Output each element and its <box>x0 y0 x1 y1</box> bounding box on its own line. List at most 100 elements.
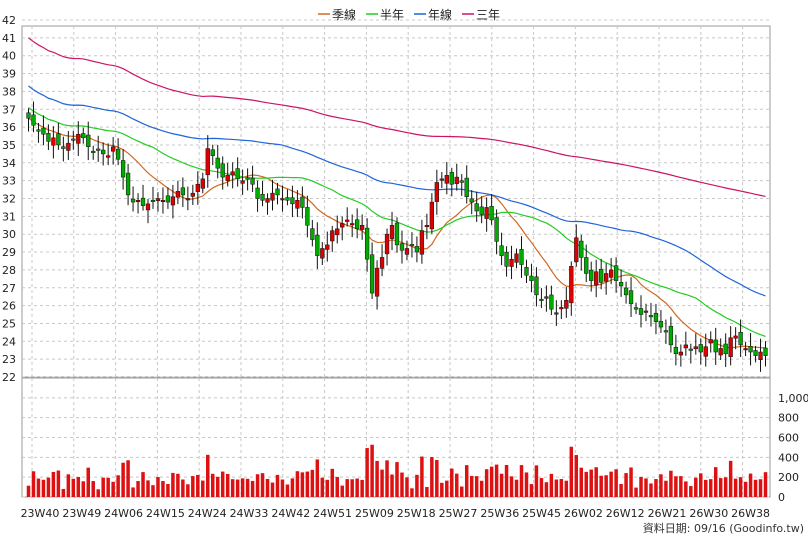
candle-body <box>464 177 469 197</box>
x-tick-label: 24W24 <box>188 507 227 520</box>
volume-bar <box>763 472 768 497</box>
volume-bar <box>121 462 125 497</box>
candle-body <box>623 287 629 296</box>
candle-body <box>499 245 504 256</box>
volume-bar <box>410 488 414 497</box>
price-tick-label: 24 <box>2 335 16 348</box>
candlesticks <box>26 101 768 372</box>
volume-bar <box>56 470 61 497</box>
volume-bar <box>494 464 499 497</box>
volume-bar <box>116 475 120 497</box>
candle-body <box>484 207 489 219</box>
volume-bar <box>589 469 593 497</box>
price-tick-label: 30 <box>2 228 16 241</box>
volume-bar <box>539 478 544 497</box>
volume-bar <box>694 477 698 497</box>
candle-body <box>335 228 340 236</box>
volume-bar <box>599 475 603 497</box>
volume-bar <box>330 468 335 497</box>
volume-bar <box>385 460 389 497</box>
volume-bar <box>738 477 743 497</box>
candle-body <box>618 282 624 287</box>
candle-body <box>250 177 255 185</box>
volume-bar <box>435 459 439 497</box>
volume-bar <box>225 473 230 497</box>
volume-bar <box>489 466 494 497</box>
price-axis-ticks: 22 23 24 25 26 27 28 29 30 31 32 33 34 35 36 37 38 39 40 41… <box>2 14 16 384</box>
candle-body <box>260 193 265 201</box>
volume-bar <box>36 478 41 497</box>
candle-body <box>613 265 619 281</box>
candle-body <box>733 335 738 339</box>
volume-bar <box>395 462 399 497</box>
candle-body <box>693 346 698 350</box>
volume-bar <box>136 481 140 497</box>
candle-body <box>424 225 430 228</box>
volume-bar <box>146 480 150 497</box>
candle-body <box>628 290 634 305</box>
candle-body <box>240 180 245 184</box>
candle-body <box>170 196 176 206</box>
price-tick-label: 40 <box>2 50 16 63</box>
candle-body <box>270 192 275 201</box>
candle-body <box>638 308 644 315</box>
volume-bar <box>131 487 135 497</box>
candle-body <box>364 227 370 260</box>
volume-bar <box>285 484 290 497</box>
footer-source-date: 資料日期: 09/16 (Goodinfo.tw) <box>643 521 804 535</box>
volume-bar <box>305 471 310 497</box>
candle-body <box>210 149 215 156</box>
volume-bar <box>733 478 738 497</box>
candle-body <box>524 267 529 276</box>
volume-bar <box>325 479 330 497</box>
volume-bar <box>260 473 265 497</box>
legend: 季線 半年 年線 三年 <box>318 7 500 22</box>
x-tick-label: 24W33 <box>230 507 269 520</box>
candle-body <box>688 348 693 351</box>
volume-bar <box>295 471 300 497</box>
candle-body <box>150 199 156 202</box>
candle-body <box>66 142 71 151</box>
volume-bar <box>459 486 464 497</box>
volume-bar <box>300 472 305 497</box>
volume-bar <box>290 478 295 497</box>
volume-bar <box>201 480 205 497</box>
candle-body <box>56 133 61 146</box>
candle-body <box>125 172 131 196</box>
candle-body <box>469 198 474 203</box>
volume-bar <box>504 464 509 497</box>
volume-bar <box>519 465 524 497</box>
volume-bar <box>445 480 449 497</box>
volume-tick-label: 600 <box>778 432 799 445</box>
volume-bar <box>644 478 648 497</box>
volume-bar <box>469 475 474 497</box>
candle-body <box>668 325 674 346</box>
x-tick-label: 24W15 <box>146 507 185 520</box>
candle-body <box>355 219 360 230</box>
price-tick-label: 25 <box>2 317 16 330</box>
volume-bar <box>674 476 678 497</box>
volume-bar <box>559 479 564 497</box>
candle-body <box>120 160 126 178</box>
volume-bar <box>390 474 394 497</box>
candle-body <box>175 191 181 198</box>
volume-bar <box>176 473 180 497</box>
volume-bar <box>111 481 115 497</box>
x-tick-label: 24W42 <box>271 507 310 520</box>
volume-bar <box>345 479 349 497</box>
candle-body <box>330 230 335 242</box>
candle-body <box>51 137 56 146</box>
candle-body <box>180 187 186 196</box>
candle-body <box>101 149 106 155</box>
volume-bar <box>275 474 280 497</box>
volume-bar <box>679 476 683 497</box>
candle-body <box>315 234 320 256</box>
candle-body <box>643 310 649 313</box>
volume-tick-label: 400 <box>778 451 799 464</box>
volume-bar <box>425 487 429 497</box>
candle-body <box>713 339 718 353</box>
price-tick-label: 35 <box>2 139 16 152</box>
candle-body <box>653 312 659 322</box>
x-axis-ticks: 23W40 23W49 24W06 24W15 24W24 24W33 24W42 24W51… <box>21 507 770 520</box>
candle-body <box>205 148 210 176</box>
